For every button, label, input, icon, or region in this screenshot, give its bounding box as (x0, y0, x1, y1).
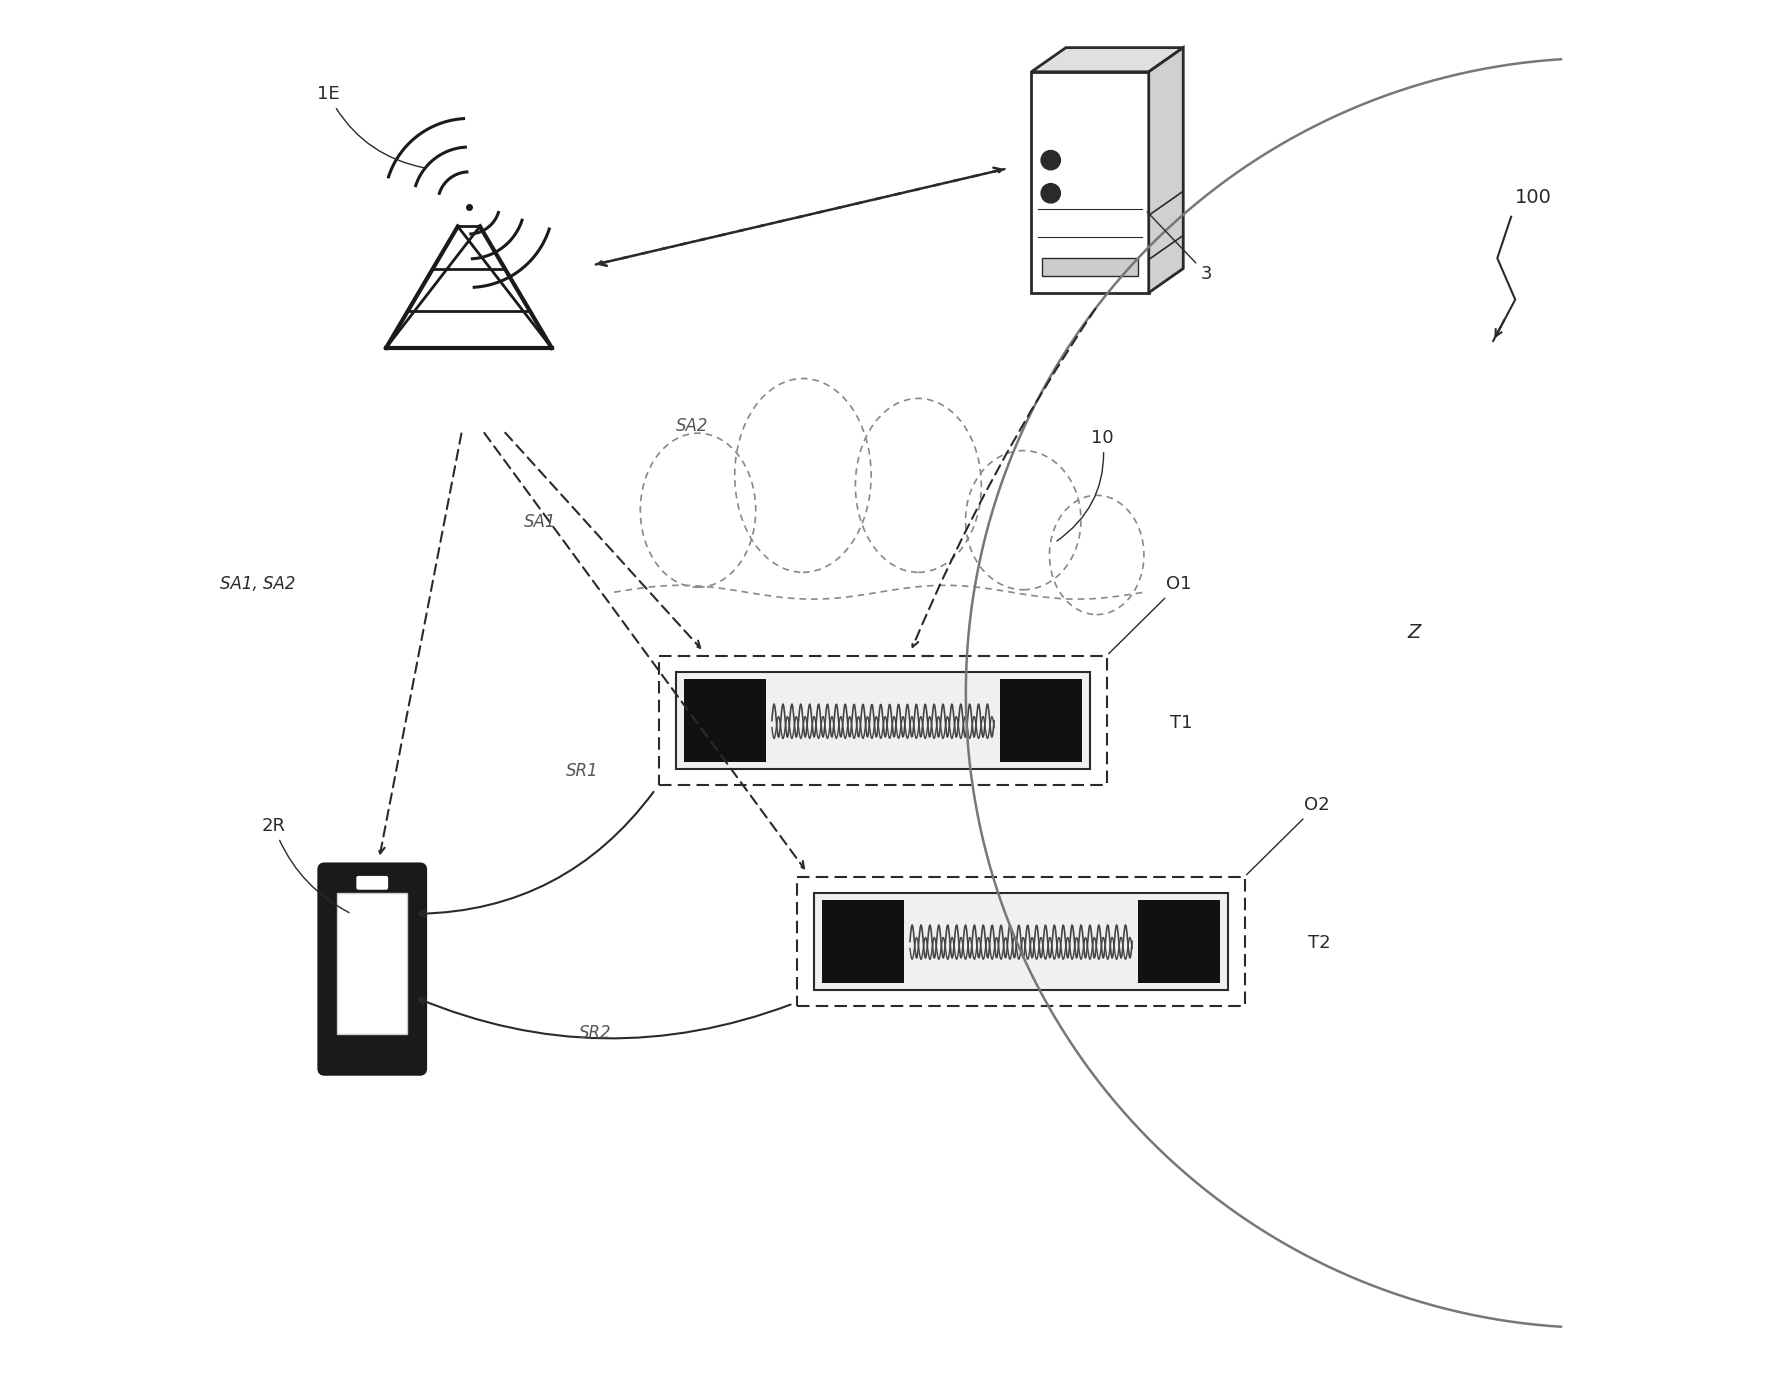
Text: SA1, SA2: SA1, SA2 (221, 575, 297, 593)
Bar (1042, 258, 1137, 276)
Bar (1000, 679, 1083, 762)
Polygon shape (1148, 47, 1183, 292)
Bar (1137, 900, 1220, 983)
Text: O1: O1 (1109, 575, 1192, 654)
Polygon shape (1031, 72, 1148, 292)
Text: SA1: SA1 (525, 513, 556, 531)
Bar (683, 679, 766, 762)
FancyBboxPatch shape (798, 876, 1245, 1006)
FancyBboxPatch shape (357, 876, 387, 888)
Text: Z: Z (1408, 622, 1422, 642)
FancyBboxPatch shape (814, 893, 1227, 990)
FancyBboxPatch shape (676, 672, 1090, 769)
Text: SR1: SR1 (565, 762, 599, 780)
Text: SA2: SA2 (676, 417, 708, 435)
Text: 1E: 1E (318, 86, 426, 168)
Text: SR2: SR2 (579, 1024, 613, 1042)
Polygon shape (1031, 47, 1183, 72)
Bar (337, 893, 408, 1034)
Text: T2: T2 (1309, 934, 1332, 952)
Text: 10: 10 (1058, 430, 1114, 541)
Circle shape (1042, 183, 1060, 202)
Text: 2R: 2R (261, 816, 350, 912)
Text: 100: 100 (1515, 188, 1552, 207)
FancyBboxPatch shape (320, 865, 426, 1074)
Text: 3: 3 (1148, 212, 1211, 283)
Text: O2: O2 (1247, 797, 1330, 875)
FancyBboxPatch shape (659, 656, 1107, 786)
Bar (823, 900, 904, 983)
Text: T1: T1 (1171, 714, 1192, 732)
Circle shape (1042, 151, 1060, 170)
